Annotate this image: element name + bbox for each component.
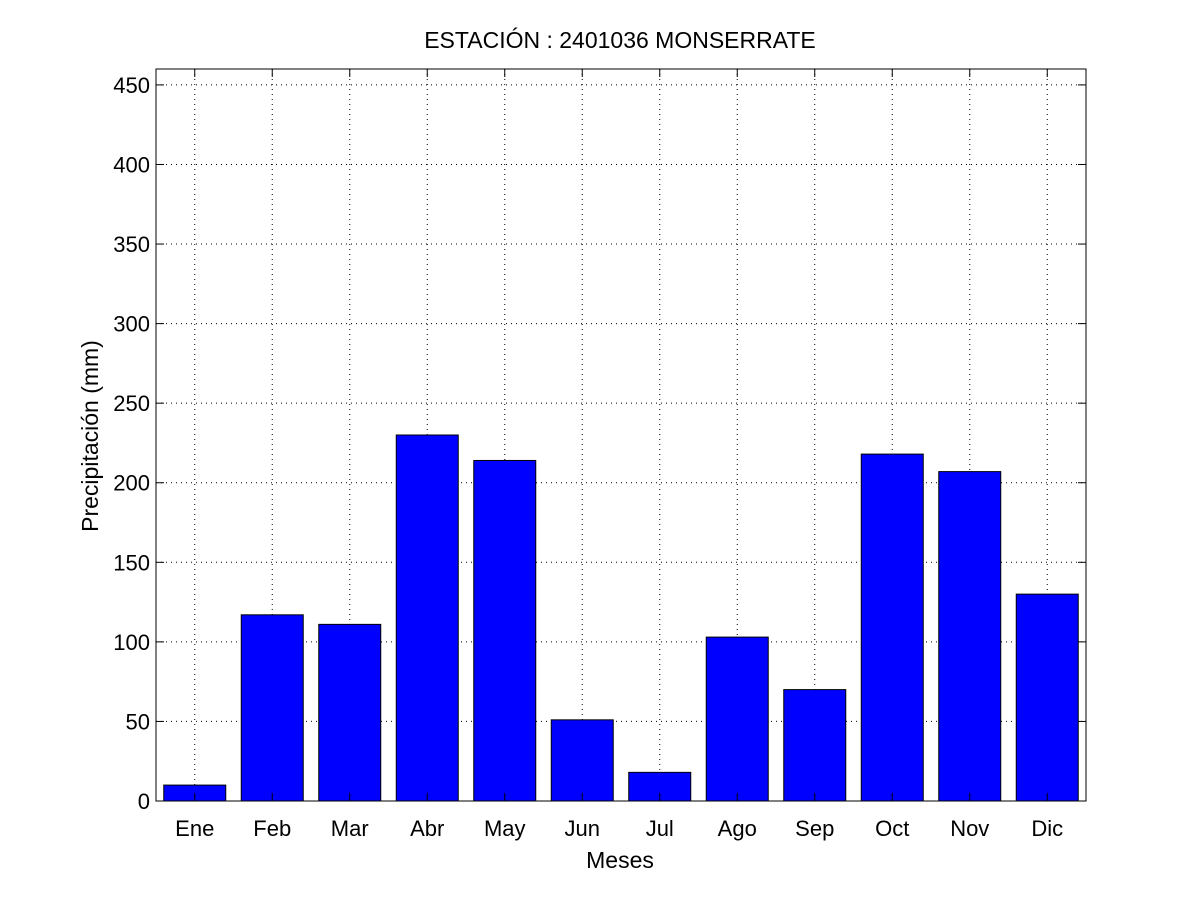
bar-abr: [395, 434, 459, 802]
bars: [163, 434, 1079, 802]
bar-ago: [705, 636, 769, 802]
bar-sep: [783, 689, 847, 802]
y-tick-label: 0: [138, 789, 150, 814]
x-tick-label: Oct: [875, 816, 909, 841]
y-tick-label: 50: [126, 709, 150, 734]
bar-mar: [318, 623, 382, 802]
x-tick-label: Jul: [646, 816, 674, 841]
bar-feb: [240, 614, 304, 802]
bar-may: [473, 459, 537, 802]
y-tick-label: 250: [113, 391, 150, 416]
x-tick-label: Abr: [410, 816, 444, 841]
bar-oct: [860, 453, 924, 802]
y-axis-label: Precipitación (mm): [77, 340, 103, 532]
x-tick-label: Jun: [565, 816, 600, 841]
x-tick-labels: Ene Feb Mar Abr May Jun Jul Ago Sep Oct Nov Dic: [175, 816, 1063, 841]
y-tick-label: 300: [113, 312, 150, 337]
x-tick-label: Dic: [1031, 816, 1063, 841]
x-tick-label: Nov: [950, 816, 989, 841]
x-axis-label: Meses: [586, 847, 654, 873]
plot-frame: [155, 68, 1087, 802]
x-tick-label: Sep: [795, 816, 834, 841]
x-tick-label: Ago: [718, 816, 757, 841]
x-tick-label: Ene: [175, 816, 214, 841]
x-tick-label: Feb: [253, 816, 291, 841]
y-tick-label: 450: [113, 73, 150, 98]
y-tick-label: 100: [113, 630, 150, 655]
bar-nov: [938, 471, 1002, 802]
x-tick-label: May: [484, 816, 526, 841]
y-tick-label: 400: [113, 152, 150, 177]
chart-title: ESTACIÓN : 2401036 MONSERRATE: [424, 27, 816, 53]
axis-ticks: [156, 69, 1086, 802]
bar-jun: [550, 719, 614, 802]
y-tick-label: 150: [113, 550, 150, 575]
bar-dic: [1015, 593, 1079, 802]
y-tick-label: 200: [113, 471, 150, 496]
y-tick-labels: 0 50 100 150 200 250 300 350 400 450: [113, 73, 150, 814]
x-tick-label: Mar: [331, 816, 369, 841]
y-tick-label: 350: [113, 232, 150, 257]
